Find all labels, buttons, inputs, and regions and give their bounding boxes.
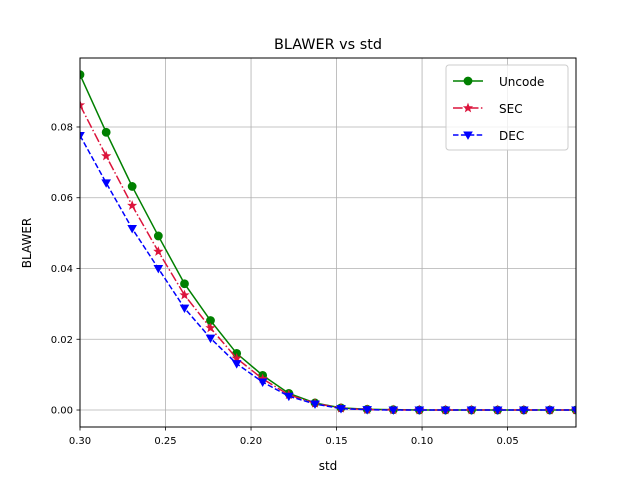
- data-point-uncode: [80, 70, 85, 80]
- data-point-dec: [336, 405, 346, 414]
- x-axis-label: std: [319, 459, 338, 473]
- axis-ticks: 0.30 0.25 0.20 0.15 0.10 0.05 0.00 0.02 0.04 0.06…: [51, 122, 519, 447]
- data-point-dec: [127, 225, 137, 234]
- data-point-sec: [127, 200, 138, 210]
- data-point-dec: [153, 264, 164, 274]
- data-point-sec: [153, 246, 164, 256]
- data-point-uncode: [101, 127, 111, 137]
- data-point-dec: [388, 406, 399, 415]
- data-point-sec: [205, 322, 216, 333]
- data-point-uncode: [127, 182, 137, 191]
- x-tick-label: 0.25: [154, 436, 176, 447]
- data-point-sec: [80, 99, 86, 110]
- legend-marker-sec: [462, 102, 474, 113]
- y-tick-label: 0.08: [51, 122, 73, 133]
- data-point-dec: [80, 131, 85, 141]
- legend-box: [445, 64, 569, 151]
- legend-marker-uncode: [463, 76, 473, 86]
- plot-series: [80, 70, 576, 415]
- data-point-dec: [284, 392, 294, 402]
- data-point-dec: [179, 304, 190, 314]
- data-point-dec: [205, 334, 216, 344]
- chart-title: BLAWER vs std: [274, 37, 382, 53]
- data-point-dec: [571, 406, 576, 415]
- series-line-dec: [80, 135, 576, 411]
- data-point-dec: [231, 360, 242, 369]
- legend: Uncode SEC DEC: [445, 64, 569, 151]
- data-point-sec: [101, 150, 112, 161]
- legend-label-uncode: Uncode: [499, 75, 544, 89]
- data-point-dec: [101, 179, 111, 188]
- x-tick-label: 0.05: [496, 436, 518, 447]
- plot-frame: [79, 57, 577, 428]
- data-point-dec: [440, 406, 451, 415]
- data-point-dec: [492, 406, 503, 415]
- legend-marker-dec: [463, 131, 473, 140]
- y-tick-label: 0.00: [51, 406, 73, 417]
- y-tick-label: 0.02: [51, 335, 73, 346]
- data-point-dec: [466, 406, 477, 415]
- legend-label-dec: DEC: [499, 129, 524, 143]
- data-point-uncode: [180, 279, 189, 289]
- x-tick-label: 0.30: [69, 436, 91, 447]
- y-tick-label: 0.04: [51, 264, 73, 275]
- series-dec: [80, 131, 576, 415]
- data-point-uncode: [153, 231, 163, 241]
- data-point-dec: [519, 406, 529, 415]
- data-point-sec: [179, 289, 190, 300]
- data-point-dec: [414, 406, 425, 415]
- x-tick-label: 0.15: [325, 436, 347, 447]
- y-tick-label: 0.06: [51, 193, 73, 204]
- data-point-dec: [310, 400, 320, 409]
- data-point-dec: [362, 406, 372, 415]
- x-tick-label: 0.20: [240, 436, 262, 447]
- data-point-dec: [257, 378, 268, 387]
- data-point-dec: [545, 406, 555, 415]
- x-tick-label: 0.10: [411, 436, 433, 447]
- y-axis-label: BLAWER: [20, 218, 34, 269]
- legend-label-sec: SEC: [499, 102, 523, 116]
